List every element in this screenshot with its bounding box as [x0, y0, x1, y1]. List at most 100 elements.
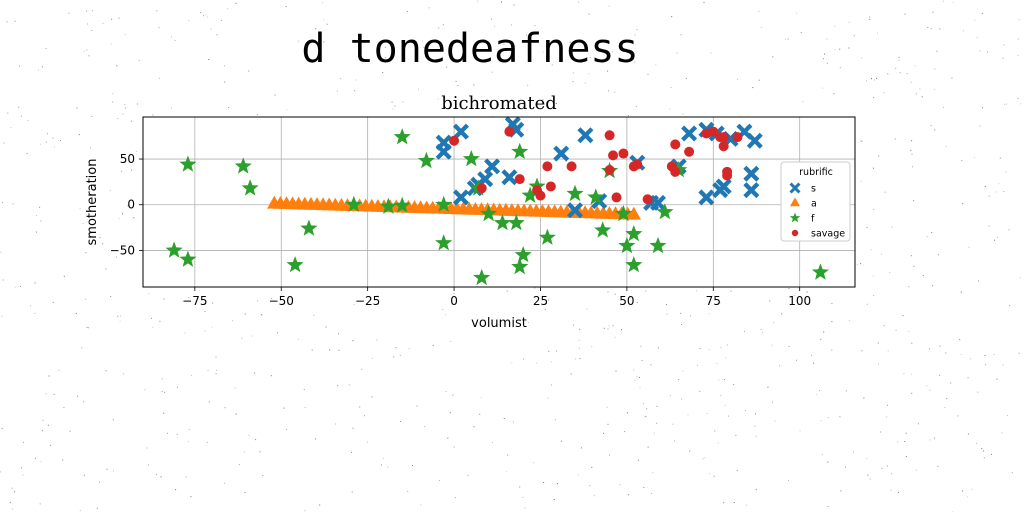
noise-speck [204, 311, 206, 313]
noise-speck [3, 142, 5, 144]
noise-speck [402, 101, 404, 103]
noise-speck [977, 391, 979, 393]
noise-speck [872, 275, 874, 277]
noise-speck [937, 254, 939, 256]
noise-speck [624, 431, 626, 433]
noise-speck [645, 290, 647, 292]
noise-speck [316, 57, 318, 59]
noise-speck [934, 68, 936, 70]
noise-speck [758, 79, 760, 81]
noise-speck [884, 191, 886, 193]
noise-speck [412, 465, 413, 466]
noise-speck [860, 180, 862, 182]
noise-speck [930, 125, 932, 127]
noise-speck [950, 382, 952, 384]
noise-speck [572, 81, 574, 82]
noise-speck [21, 467, 22, 469]
noise-speck [176, 386, 178, 388]
noise-speck [203, 15, 204, 17]
noise-speck [906, 73, 908, 75]
noise-speck [970, 358, 972, 360]
noise-speck [507, 454, 509, 456]
noise-speck [981, 12, 983, 14]
x-tick-label: −75 [182, 294, 207, 308]
noise-speck [982, 450, 984, 452]
noise-speck [979, 50, 981, 52]
noise-speck [650, 364, 652, 366]
data-point-f [417, 151, 435, 169]
noise-speck [861, 350, 863, 352]
noise-speck [457, 85, 459, 86]
noise-speck [895, 329, 897, 331]
noise-speck [569, 41, 571, 43]
legend-marker-f [789, 212, 801, 223]
noise-speck [223, 482, 225, 484]
noise-speck [733, 502, 735, 503]
noise-speck [212, 302, 214, 304]
noise-speck [873, 295, 875, 297]
chart-title: bichromated [441, 93, 557, 114]
noise-speck [437, 98, 439, 100]
y-tick-label: 0 [127, 198, 135, 212]
noise-speck [880, 431, 882, 433]
noise-speck [717, 442, 719, 444]
noise-speck [636, 302, 638, 303]
noise-speck [636, 29, 638, 31]
data-point-f [473, 268, 491, 286]
noise-speck [913, 200, 915, 202]
data-point-f [538, 228, 556, 245]
noise-speck [939, 374, 941, 376]
noise-speck [840, 490, 842, 492]
figure-suptitle: d tonedeafness [301, 26, 638, 72]
noise-speck [644, 416, 646, 418]
noise-speck [876, 77, 878, 79]
noise-speck [274, 94, 276, 96]
data-point-s [698, 189, 715, 206]
noise-speck [159, 320, 161, 322]
noise-speck [420, 504, 422, 506]
data-point-savage [708, 126, 719, 137]
noise-speck [285, 6, 287, 7]
noise-speck [710, 52, 712, 54]
noise-speck [76, 107, 78, 109]
noise-speck [960, 291, 962, 292]
noise-speck [117, 315, 119, 317]
noise-speck [58, 369, 60, 371]
noise-speck [86, 326, 88, 328]
x-tick-label: 0 [450, 294, 458, 308]
noise-speck [866, 458, 868, 459]
noise-speck [110, 43, 112, 45]
noise-speck [453, 292, 455, 294]
noise-speck [156, 10, 158, 12]
noise-speck [995, 191, 997, 193]
noise-speck [708, 349, 710, 351]
noise-speck [848, 47, 850, 49]
noise-speck [449, 412, 451, 414]
noise-speck [348, 384, 350, 386]
noise-speck [161, 391, 163, 392]
data-point-f [435, 195, 453, 212]
data-point-f [165, 241, 183, 258]
noise-speck [190, 374, 192, 376]
x-tick-label: −25 [355, 294, 380, 308]
data-point-savage [545, 181, 556, 192]
noise-speck [607, 291, 609, 293]
noise-speck [898, 56, 900, 58]
noise-speck [871, 78, 872, 80]
noise-speck [699, 348, 701, 349]
noise-speck [819, 390, 820, 392]
noise-speck [166, 432, 168, 434]
noise-speck [124, 34, 126, 35]
data-point-f [393, 128, 411, 145]
noise-speck [926, 385, 928, 387]
noise-speck [442, 24, 444, 26]
noise-speck [534, 25, 536, 27]
data-point-f [811, 263, 829, 280]
noise-speck [450, 341, 452, 342]
noise-speck [190, 496, 192, 498]
noise-speck [323, 19, 325, 21]
noise-speck [351, 491, 353, 493]
noise-speck [760, 26, 762, 28]
data-point-f [286, 256, 304, 273]
noise-speck [60, 140, 61, 141]
